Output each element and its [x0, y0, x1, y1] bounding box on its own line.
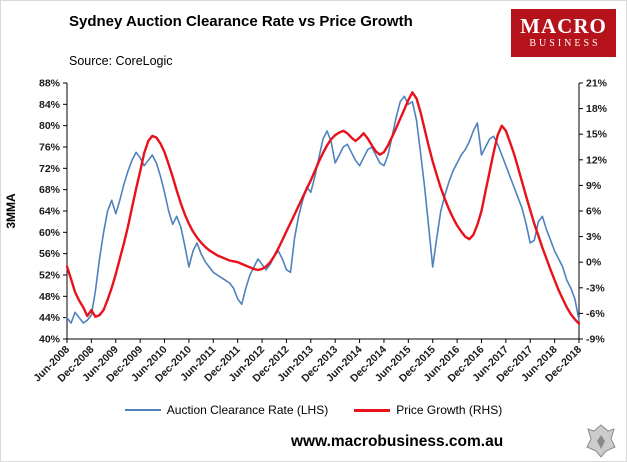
series-line-0 — [66, 95, 580, 324]
svg-text:0%: 0% — [586, 257, 602, 269]
svg-text:3%: 3% — [586, 231, 602, 243]
svg-text:9%: 9% — [586, 180, 602, 192]
svg-text:44%: 44% — [39, 312, 61, 324]
svg-text:6%: 6% — [586, 206, 602, 218]
x-axis: Jun-2008Dec-2008Jun-2009Dec-2009Jun-2010… — [31, 339, 584, 385]
chart-legend: Auction Clearance Rate (LHS) Price Growt… — [1, 403, 626, 417]
axes — [66, 83, 580, 340]
svg-text:21%: 21% — [586, 78, 608, 90]
svg-text:48%: 48% — [39, 291, 61, 303]
series-line-1 — [65, 91, 581, 325]
legend-label-price-growth: Price Growth (RHS) — [396, 403, 503, 417]
svg-text:40%: 40% — [39, 334, 61, 346]
svg-text:-6%: -6% — [586, 308, 605, 320]
chart-canvas: 40% 44% 48% 52% 56% 60% 64% 68% 72% 76% 80% 84% 88% -… — [4, 78, 608, 385]
svg-text:76%: 76% — [39, 142, 61, 154]
svg-text:15%: 15% — [586, 129, 608, 141]
website-url: www.macrobusiness.com.au — [291, 433, 504, 450]
svg-text:72%: 72% — [39, 163, 61, 175]
svg-text:52%: 52% — [39, 270, 61, 282]
svg-text:56%: 56% — [39, 248, 61, 260]
wolf-logo-icon — [586, 424, 616, 458]
y-axis-left: 40% 44% 48% 52% 56% 60% 64% 68% 72% 76% 80% 84% 88% — [39, 78, 67, 346]
svg-text:80%: 80% — [39, 120, 61, 132]
svg-text:84%: 84% — [39, 99, 61, 111]
svg-text:18%: 18% — [586, 103, 608, 115]
svg-text:-9%: -9% — [586, 334, 605, 346]
legend-item-price-growth: Price Growth (RHS) — [354, 403, 502, 417]
y-axis-title: 3MMA — [4, 193, 18, 229]
chart-title: Sydney Auction Clearance Rate vs Price G… — [69, 13, 413, 30]
legend-item-clearance-rate: Auction Clearance Rate (LHS) — [124, 403, 329, 417]
svg-text:-3%: -3% — [586, 282, 605, 294]
svg-text:88%: 88% — [39, 78, 61, 90]
legend-line-red-icon — [354, 408, 391, 412]
svg-text:64%: 64% — [39, 206, 61, 218]
svg-text:60%: 60% — [39, 227, 61, 239]
source-label: Source: CoreLogic — [69, 54, 173, 68]
logo-text-business: BUSINESS — [529, 37, 601, 49]
logo-text-macro: MACRO — [520, 13, 607, 38]
legend-label-clearance-rate: Auction Clearance Rate (LHS) — [166, 403, 329, 417]
svg-text:12%: 12% — [586, 154, 608, 166]
legend-line-blue-icon — [124, 409, 161, 411]
svg-text:68%: 68% — [39, 184, 61, 196]
macrobusiness-logo: MACRO BUSINESS — [511, 9, 616, 57]
y-axis-right: -9% -6% -3% 0% 3% 6% 9% 12% 15% 18% 21% — [579, 78, 608, 346]
